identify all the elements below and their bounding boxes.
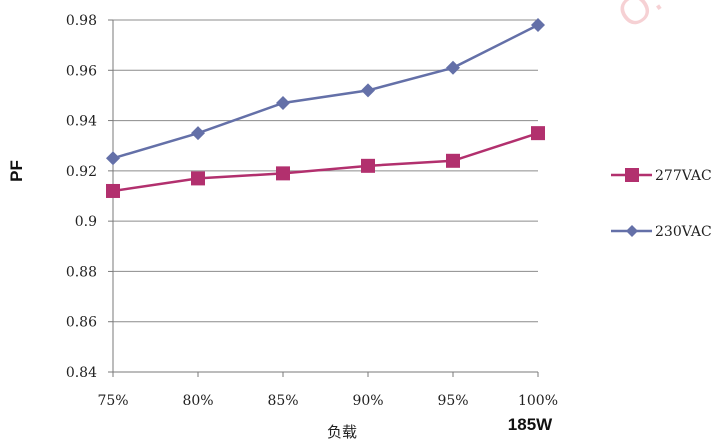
data-point (191, 171, 205, 186)
x-tick-labels: 75% 80% 85% 90% 95% 100% (97, 393, 558, 409)
y-tick-label: 0.84 (66, 365, 97, 381)
legend-marker (625, 168, 639, 182)
y-tick-label: 0.88 (66, 264, 97, 280)
y-tick-label: 0.98 (66, 13, 97, 29)
y-tick-labels: 0.84 0.86 0.88 0.9 0.92 0.94 0.96 0.98 (66, 13, 97, 381)
x-tick-label: 90% (352, 393, 383, 409)
data-point (446, 60, 460, 75)
y-tick-label: 0.86 (66, 315, 97, 331)
series-line (112, 131, 539, 193)
x-axis-label: 负载 (327, 423, 357, 441)
gridlines (108, 19, 538, 373)
data-point (276, 166, 290, 181)
y-axis-label: PF (7, 160, 26, 182)
data-point (191, 126, 205, 141)
series-230VAC (106, 18, 545, 166)
legend-item-230VAC: 230VAC (611, 224, 712, 240)
data-point (531, 126, 545, 141)
legend-label: 230VAC (655, 224, 712, 240)
data-point (446, 153, 460, 168)
data-point (106, 151, 120, 166)
y-tick-label: 0.96 (66, 63, 97, 79)
data-point (531, 18, 545, 33)
load-note: 185W (508, 415, 553, 434)
legend-marker (626, 225, 638, 237)
data-point (361, 158, 375, 173)
y-tick-label: 0.9 (75, 214, 97, 230)
series-277VAC (106, 126, 545, 198)
x-tick-label: 100% (518, 393, 558, 409)
watermark: O. (610, 0, 670, 37)
legend-item-277VAC: 277VAC (611, 168, 712, 184)
series-line (112, 23, 539, 160)
x-tick-label: 80% (182, 393, 213, 409)
x-tick-label: 75% (97, 393, 128, 409)
y-tick-label: 0.92 (66, 164, 97, 180)
data-point (276, 95, 290, 110)
data-point (361, 83, 375, 98)
legend-label: 277VAC (655, 168, 712, 184)
x-tick-label: 85% (267, 393, 298, 409)
x-tick-label: 95% (437, 393, 468, 409)
legend: 277VAC 230VAC (611, 168, 712, 240)
data-point (106, 183, 120, 198)
series-group (106, 18, 545, 198)
y-tick-label: 0.94 (66, 114, 97, 130)
axes (112, 20, 539, 377)
